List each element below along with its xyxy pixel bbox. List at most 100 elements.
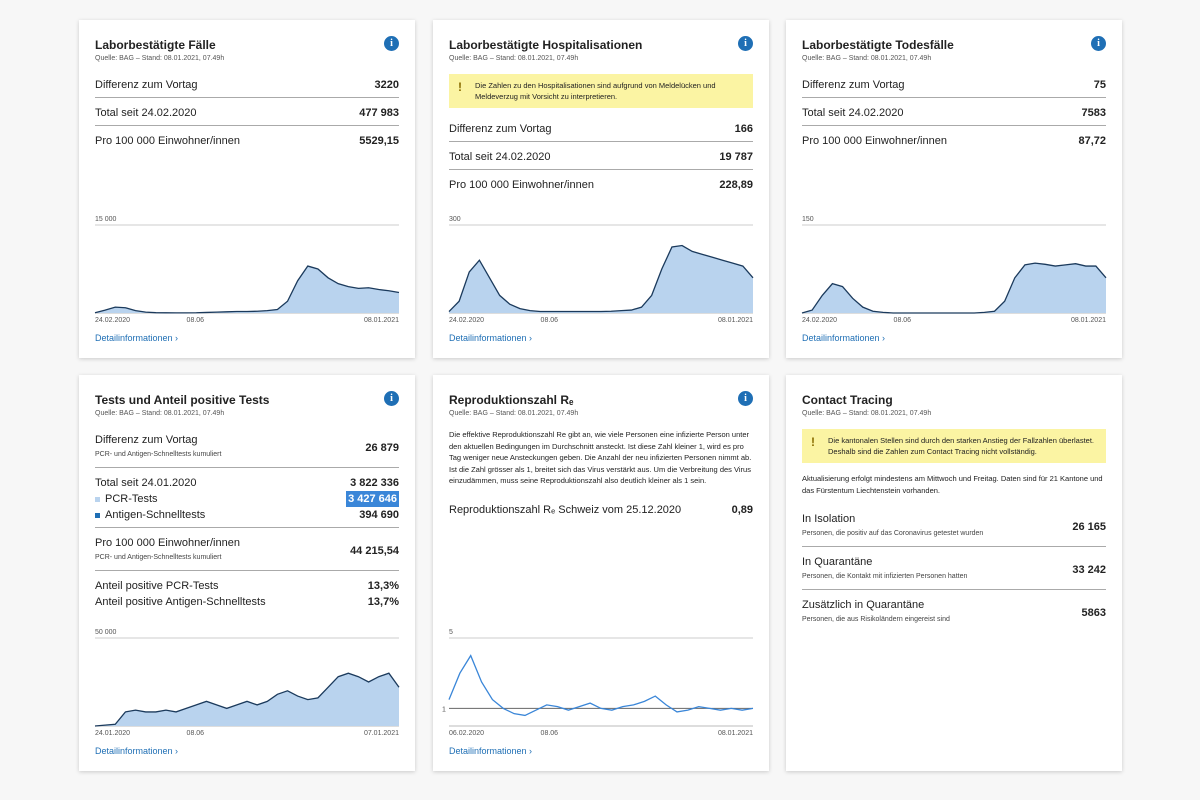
stat-sublabel: Personen, die positiv auf das Coronaviru… (802, 530, 984, 537)
info-icon[interactable]: i (738, 391, 753, 406)
rows: Reproduktionszahl Rₑ Schweiz vom 25.12.2… (449, 499, 753, 522)
stat-item-label: Antigen-Schnelltests (105, 509, 206, 521)
card-source: Quelle: BAG – Stand: 08.01.2021, 07.49h (95, 410, 225, 417)
y-tick-label: 50 000 (95, 629, 117, 636)
x-tick-label: 08.06 (541, 317, 559, 324)
detail-link[interactable]: Detailinformationen › (449, 746, 533, 756)
stat-row: In Isolation Personen, die positiv auf da… (802, 508, 1106, 547)
stat-label: Total seit 24.02.2020 (802, 107, 904, 119)
detail-link[interactable]: Detailinformationen › (802, 333, 886, 343)
stat-value: 0,89 (731, 503, 753, 516)
stat-row: In Quarantäne Personen, die Kontakt mit i… (802, 551, 1106, 590)
card-title: Tests und Anteil positive Tests (95, 393, 270, 407)
rows: Differenz zum Vortag 75 Total seit 24.02.2… (802, 74, 1106, 153)
stat-line: Total seit 24.02.2020 477 983 (95, 105, 399, 121)
x-tick-label: 08.06 (894, 317, 912, 324)
rows: Differenz zum Vortag PCR- und Antigen-Sch… (95, 429, 399, 614)
stat-line: Zusätzlich in Quarantäne Personen, die au… (802, 597, 1106, 628)
stat-line: Differenz zum Vortag 166 (449, 121, 753, 137)
stat-label-box: Differenz zum Vortag PCR- und Antigen-Sch… (95, 432, 221, 463)
stat-label-box: Differenz zum Vortag (449, 121, 552, 137)
stat-item-label-box: Antigen-Schnelltests (95, 507, 205, 523)
stat-label: Pro 100 000 Einwohner/innen (449, 179, 594, 191)
stat-label: Total seit 24.02.2020 (449, 151, 551, 163)
stat-label: Pro 100 000 Einwohner/innen (95, 135, 240, 147)
stat-label-box: Zusätzlich in Quarantäne Personen, die au… (802, 597, 950, 628)
stat-label: Pro 100 000 Einwohner/innen (95, 537, 240, 549)
stat-line: In Isolation Personen, die positiv auf da… (802, 511, 1106, 542)
chart: 150 24.02.2020 08.06 08.01.2021 (801, 216, 1107, 324)
stat-item-value: 13,7% (367, 596, 399, 608)
card-title: Laborbestätigte Fälle (95, 38, 216, 52)
stat-row: Total seit 24.02.2020 19 787 (449, 146, 753, 170)
stat-label: Differenz zum Vortag (95, 434, 198, 446)
card-title: Contact Tracing (802, 393, 893, 407)
line (94, 265, 400, 314)
card-source: Quelle: BAG – Stand: 08.01.2021, 07.49h (449, 410, 579, 417)
stat-label-box: Anteil positive PCR-Tests (95, 578, 219, 594)
info-icon[interactable]: i (384, 391, 399, 406)
description: Die effektive Reproduktionszahl Re gibt … (449, 430, 752, 485)
detail-link[interactable]: Detailinformationen › (95, 746, 179, 756)
card: Contact Tracing Quelle: BAG – Stand: 08.0… (786, 375, 1122, 771)
stat-row: Pro 100 000 Einwohner/innen PCR- und Anti… (95, 532, 399, 571)
x-tick-label: 24.01.2020 (95, 730, 130, 737)
card-source: Quelle: BAG – Stand: 08.01.2021, 07.49h (449, 55, 579, 62)
stat-value: 26 165 (1072, 520, 1106, 533)
y-tick-label: 15 000 (95, 216, 117, 223)
stat-item-label-box: Anteil positive Antigen-Schnelltests (95, 594, 266, 610)
stat-value: 13,3% (367, 580, 399, 592)
stat-row: Pro 100 000 Einwohner/innen 228,89 (449, 174, 753, 197)
legend-swatch (95, 512, 100, 518)
info-icon[interactable]: i (738, 36, 753, 51)
card: Reproduktionszahl Rₑ Quelle: BAG – Stand:… (433, 375, 769, 771)
card-title: Laborbestätigte Todesfälle (802, 38, 954, 52)
stat-label: Anteil positive PCR-Tests (95, 580, 219, 592)
line (448, 244, 754, 313)
line (448, 654, 754, 717)
stat-value: 7583 (1081, 107, 1106, 119)
y-tick-label: 150 (802, 216, 814, 223)
detail-link[interactable]: Detailinformationen › (449, 333, 533, 343)
stat-line: Anteil positive PCR-Tests 13,3% (95, 578, 399, 594)
stat-row: Differenz zum Vortag 166 (449, 118, 753, 142)
stat-label-box: Pro 100 000 Einwohner/innen PCR- und Anti… (95, 535, 240, 566)
stat-line: Pro 100 000 Einwohner/innen 87,72 (802, 133, 1106, 149)
stat-sublabel: Personen, die Kontakt mit infizierten Pe… (802, 573, 968, 580)
detail-link[interactable]: Detailinformationen › (95, 333, 179, 343)
description: Aktualisierung erfolgt mindestens am Mit… (802, 474, 1103, 495)
card-source: Quelle: BAG – Stand: 08.01.2021, 07.49h (802, 55, 932, 62)
stat-label-box: Reproduktionszahl Rₑ Schweiz vom 25.12.2… (449, 502, 681, 518)
stat-label: In Quarantäne (802, 556, 873, 568)
rows: Differenz zum Vortag 3220 Total seit 24.02… (95, 74, 399, 153)
x-tick-label: 08.01.2021 (718, 317, 753, 324)
stat-row: Total seit 24.02.2020 477 983 (95, 102, 399, 126)
chart: 300 24.02.2020 08.06 08.01.2021 (448, 216, 754, 324)
stat-row: Differenz zum Vortag PCR- und Antigen-Sch… (95, 429, 399, 468)
stat-item-value: 394 690 (359, 509, 399, 521)
info-icon[interactable]: i (1091, 36, 1106, 51)
area (95, 673, 399, 726)
stat-line: Total seit 24.02.2020 7583 (802, 105, 1106, 121)
stat-label-box: Pro 100 000 Einwohner/innen (95, 133, 240, 149)
stat-sublabel: PCR- und Antigen-Schnelltests kumuliert (95, 451, 222, 458)
info-icon[interactable]: i (384, 36, 399, 51)
area (449, 245, 753, 313)
stat-label-box: In Isolation Personen, die positiv auf da… (802, 511, 983, 542)
stat-row: Pro 100 000 Einwohner/innen 5529,15 (95, 130, 399, 153)
card: Laborbestätigte Hospitalisationen Quelle:… (433, 20, 769, 358)
stat-value: 87,72 (1078, 135, 1106, 147)
stat-item-label-box: PCR-Tests (95, 491, 158, 507)
stat-row: Pro 100 000 Einwohner/innen 87,72 (802, 130, 1106, 153)
stat-label-box: In Quarantäne Personen, die Kontakt mit i… (802, 554, 967, 585)
stat-item: PCR-Tests 3 427 646 (95, 491, 399, 507)
card-source: Quelle: BAG – Stand: 08.01.2021, 07.49h (95, 55, 225, 62)
card-title: Reproduktionszahl Rₑ (449, 393, 574, 407)
card: Laborbestätigte Fälle Quelle: BAG – Stand… (79, 20, 415, 358)
x-tick-label: 24.02.2020 (802, 317, 837, 324)
stat-value: 44 215,54 (350, 544, 399, 557)
x-tick-label: 08.01.2021 (1071, 317, 1106, 324)
stat-item-label: Anteil positive Antigen-Schnelltests (95, 596, 266, 608)
stat-label-box: Pro 100 000 Einwohner/innen (802, 133, 947, 149)
stat-row: Differenz zum Vortag 75 (802, 74, 1106, 98)
